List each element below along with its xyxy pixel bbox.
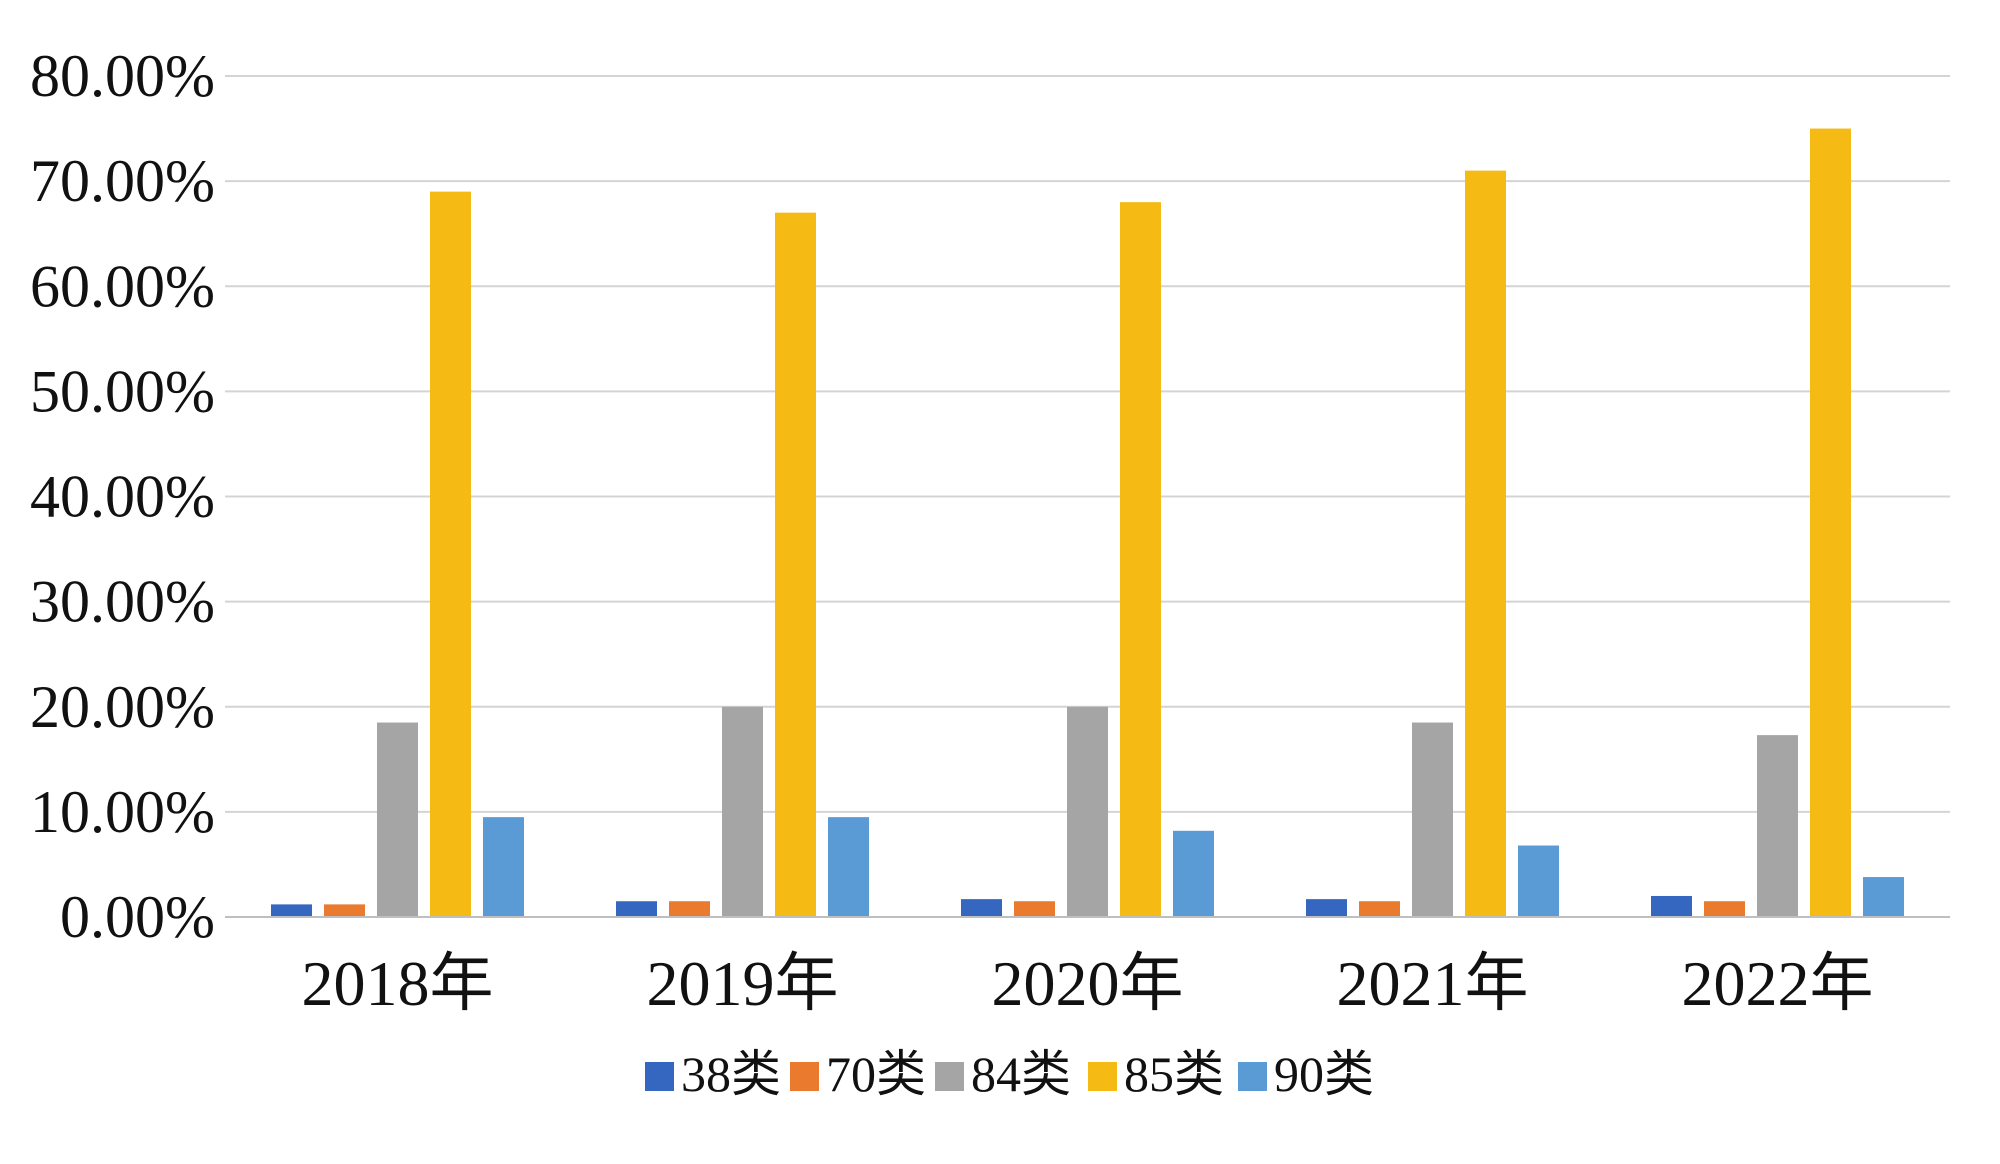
- bar-84类-2018年: [377, 722, 418, 917]
- gridlines: [225, 75, 1950, 813]
- bar-90类-2021年: [1518, 845, 1559, 917]
- legend-label: 90类: [1274, 1046, 1374, 1102]
- y-tick-label: 50.00%: [30, 358, 215, 424]
- bar-70类-2018年: [324, 904, 365, 917]
- y-tick-label: 20.00%: [30, 674, 215, 740]
- y-tick-label: 80.00%: [30, 43, 215, 109]
- x-tick-label: 2021年: [1337, 948, 1529, 1019]
- y-axis-ticks: 0.00% 10.00% 20.00% 30.00% 40.00% 50.00% 60.00…: [30, 43, 215, 950]
- legend-label: 70类: [826, 1046, 926, 1102]
- legend-label: 38类: [681, 1046, 781, 1102]
- y-tick-label: 40.00%: [30, 464, 215, 530]
- bar-85类-2020年: [1120, 202, 1161, 917]
- bar-38类-2020年: [961, 899, 1002, 917]
- bars: [271, 128, 1904, 918]
- bar-90类-2018年: [483, 817, 524, 917]
- legend-swatch: [790, 1062, 819, 1091]
- legend-label: 85类: [1124, 1046, 1224, 1102]
- bar-84类-2022年: [1757, 735, 1798, 917]
- bar-84类-2020年: [1067, 706, 1108, 917]
- bar-85类-2018年: [430, 191, 471, 917]
- bar-90类-2020年: [1173, 830, 1214, 917]
- bar-38类-2018年: [271, 904, 312, 917]
- legend-label: 84类: [971, 1046, 1071, 1102]
- y-tick-label: 70.00%: [30, 148, 215, 214]
- bar-70类-2022年: [1704, 901, 1745, 917]
- bar-84类-2019年: [722, 706, 763, 917]
- y-tick-label: 10.00%: [30, 779, 215, 845]
- bar-85类-2022年: [1810, 128, 1851, 917]
- y-tick-label: 0.00%: [60, 884, 215, 950]
- bar-70类-2019年: [669, 901, 710, 917]
- legend-swatch: [1238, 1062, 1267, 1091]
- bar-70类-2020年: [1014, 901, 1055, 917]
- bar-38类-2022年: [1651, 895, 1692, 917]
- legend-swatch: [1088, 1062, 1117, 1091]
- bar-38类-2021年: [1306, 899, 1347, 917]
- x-tick-label: 2022年: [1682, 948, 1874, 1019]
- bar-85类-2021年: [1465, 170, 1506, 918]
- legend-swatch: [935, 1062, 964, 1091]
- bar-90类-2019年: [828, 817, 869, 917]
- legend: 38类 70类 84类 85类 90类: [645, 1046, 1374, 1102]
- x-tick-label: 2018年: [302, 948, 494, 1019]
- y-tick-label: 60.00%: [30, 253, 215, 319]
- bar-85类-2019年: [775, 212, 816, 918]
- bar-90类-2022年: [1863, 877, 1904, 917]
- x-tick-label: 2020年: [992, 948, 1184, 1019]
- bar-70类-2021年: [1359, 901, 1400, 917]
- bar-84类-2021年: [1412, 722, 1453, 917]
- legend-swatch: [645, 1062, 674, 1091]
- bar-38类-2019年: [616, 901, 657, 917]
- x-axis-ticks: 2018年 2019年 2020年 2021年 2022年: [302, 948, 1874, 1019]
- x-tick-label: 2019年: [647, 948, 839, 1019]
- y-tick-label: 30.00%: [30, 569, 215, 635]
